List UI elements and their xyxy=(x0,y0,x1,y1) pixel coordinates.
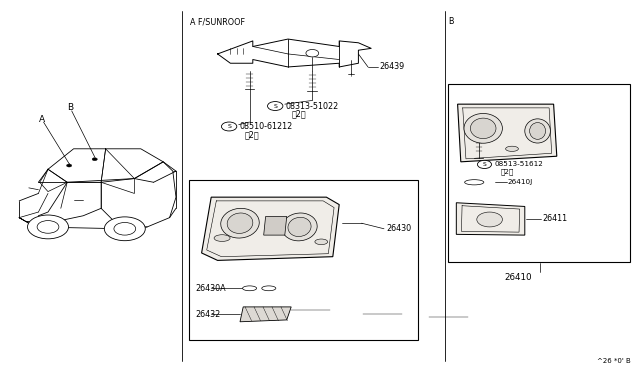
Circle shape xyxy=(104,217,145,241)
Ellipse shape xyxy=(506,146,518,151)
Text: 08313-51022: 08313-51022 xyxy=(285,102,339,110)
Polygon shape xyxy=(240,307,291,322)
Text: 26430A: 26430A xyxy=(195,284,226,293)
Text: S: S xyxy=(273,103,277,109)
Bar xyxy=(448,84,630,262)
Ellipse shape xyxy=(221,208,259,238)
Circle shape xyxy=(114,222,136,235)
Ellipse shape xyxy=(470,118,496,139)
Circle shape xyxy=(306,49,319,57)
Circle shape xyxy=(92,158,97,161)
Circle shape xyxy=(268,102,283,110)
Text: A: A xyxy=(38,115,45,124)
Text: 26432: 26432 xyxy=(195,310,220,319)
Polygon shape xyxy=(264,217,287,235)
Text: 26411: 26411 xyxy=(542,214,567,223)
Polygon shape xyxy=(202,197,339,260)
Text: A F/SUNROOF: A F/SUNROOF xyxy=(190,17,245,26)
Ellipse shape xyxy=(262,286,276,291)
Circle shape xyxy=(477,160,492,169)
Ellipse shape xyxy=(525,119,550,143)
Ellipse shape xyxy=(227,213,253,233)
Bar xyxy=(189,180,418,340)
Ellipse shape xyxy=(315,239,328,245)
Text: 26410: 26410 xyxy=(504,273,532,282)
Text: B: B xyxy=(448,17,454,26)
Text: 26439: 26439 xyxy=(380,62,404,71)
Ellipse shape xyxy=(243,286,257,291)
Circle shape xyxy=(221,122,237,131)
Circle shape xyxy=(28,215,68,239)
Ellipse shape xyxy=(214,235,230,241)
Text: ^26 *0' B: ^26 *0' B xyxy=(596,358,630,364)
Text: 〈2〉: 〈2〉 xyxy=(292,109,307,118)
Ellipse shape xyxy=(465,180,484,185)
Ellipse shape xyxy=(464,113,502,143)
Text: 08513-51612: 08513-51612 xyxy=(494,161,543,167)
Ellipse shape xyxy=(282,213,317,241)
Text: 26430: 26430 xyxy=(386,224,411,233)
Text: B: B xyxy=(67,103,74,112)
Circle shape xyxy=(37,221,59,233)
Ellipse shape xyxy=(288,217,311,237)
Polygon shape xyxy=(458,104,557,162)
Text: S: S xyxy=(483,162,486,167)
Ellipse shape xyxy=(477,212,502,227)
Circle shape xyxy=(67,164,72,167)
Text: 26410J: 26410J xyxy=(508,179,532,185)
Polygon shape xyxy=(456,203,525,235)
Text: 〈2〉: 〈2〉 xyxy=(245,130,260,139)
Ellipse shape xyxy=(530,123,545,140)
Text: S: S xyxy=(227,124,231,129)
Text: 08510-61212: 08510-61212 xyxy=(239,122,292,131)
Text: 〈2〉: 〈2〉 xyxy=(500,169,514,175)
